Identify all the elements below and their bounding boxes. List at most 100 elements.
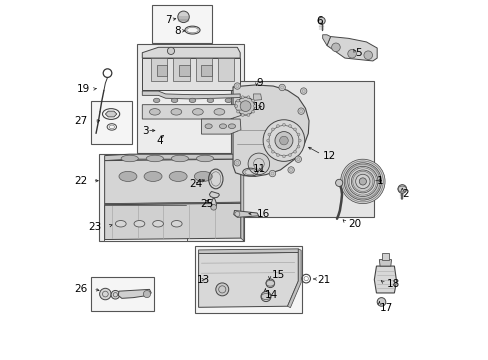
- Circle shape: [267, 145, 270, 148]
- Text: 22: 22: [74, 176, 87, 186]
- Text: 8: 8: [174, 26, 181, 36]
- Polygon shape: [118, 289, 151, 298]
- Ellipse shape: [149, 109, 160, 115]
- Circle shape: [167, 47, 174, 54]
- Text: 25: 25: [200, 199, 213, 210]
- Circle shape: [359, 178, 366, 185]
- Ellipse shape: [171, 221, 182, 227]
- Circle shape: [143, 291, 150, 298]
- Circle shape: [300, 88, 306, 94]
- Circle shape: [282, 155, 285, 158]
- Circle shape: [247, 153, 269, 175]
- Ellipse shape: [119, 171, 137, 181]
- Bar: [195, 246, 301, 314]
- Ellipse shape: [146, 155, 163, 162]
- Circle shape: [297, 145, 299, 148]
- Ellipse shape: [144, 171, 162, 181]
- Polygon shape: [104, 202, 241, 205]
- Polygon shape: [104, 154, 241, 161]
- Circle shape: [271, 150, 274, 153]
- Text: 14: 14: [265, 291, 278, 301]
- Polygon shape: [218, 58, 234, 81]
- Circle shape: [288, 125, 291, 127]
- Text: 18: 18: [386, 279, 400, 289]
- Text: 9: 9: [256, 78, 263, 88]
- Circle shape: [376, 298, 385, 306]
- Text: 4: 4: [156, 136, 163, 145]
- Circle shape: [279, 136, 287, 145]
- Circle shape: [297, 108, 304, 114]
- Polygon shape: [382, 253, 388, 260]
- Circle shape: [397, 185, 406, 193]
- Circle shape: [266, 139, 269, 142]
- Circle shape: [234, 105, 237, 108]
- Ellipse shape: [219, 124, 226, 129]
- Text: 24: 24: [189, 179, 202, 189]
- Polygon shape: [253, 94, 261, 100]
- Circle shape: [234, 83, 240, 89]
- Bar: [156, 65, 167, 76]
- Ellipse shape: [207, 98, 213, 103]
- Ellipse shape: [121, 155, 138, 162]
- Polygon shape: [142, 47, 240, 58]
- Ellipse shape: [115, 221, 126, 227]
- Polygon shape: [198, 249, 298, 253]
- Polygon shape: [287, 249, 301, 308]
- Ellipse shape: [224, 98, 231, 103]
- Text: 13: 13: [196, 275, 210, 285]
- Circle shape: [335, 179, 342, 186]
- Circle shape: [317, 17, 325, 24]
- Text: 1: 1: [376, 176, 382, 186]
- Circle shape: [263, 120, 304, 161]
- Circle shape: [278, 84, 285, 91]
- Circle shape: [251, 99, 254, 102]
- Bar: [152, 5, 211, 43]
- Ellipse shape: [134, 221, 144, 227]
- Ellipse shape: [171, 109, 182, 115]
- Circle shape: [210, 204, 216, 210]
- Circle shape: [253, 105, 256, 108]
- Circle shape: [288, 154, 291, 157]
- Circle shape: [298, 139, 301, 142]
- Text: 23: 23: [88, 222, 102, 232]
- Bar: [137, 44, 244, 153]
- Text: 12: 12: [322, 150, 335, 161]
- Circle shape: [344, 163, 381, 200]
- Text: 11: 11: [253, 164, 266, 174]
- Bar: [104, 205, 187, 241]
- Circle shape: [282, 123, 285, 126]
- Circle shape: [178, 11, 189, 23]
- Circle shape: [236, 110, 239, 113]
- Circle shape: [251, 110, 254, 113]
- Circle shape: [294, 156, 301, 162]
- Polygon shape: [233, 211, 258, 217]
- Ellipse shape: [153, 98, 160, 103]
- Circle shape: [276, 125, 279, 127]
- Polygon shape: [233, 85, 308, 176]
- Bar: [230, 81, 373, 217]
- Circle shape: [293, 128, 296, 131]
- Ellipse shape: [192, 109, 203, 115]
- Bar: [179, 65, 189, 76]
- Polygon shape: [142, 58, 240, 90]
- Circle shape: [240, 101, 250, 112]
- Ellipse shape: [171, 98, 178, 103]
- Ellipse shape: [196, 155, 213, 162]
- Ellipse shape: [189, 98, 195, 103]
- Ellipse shape: [214, 109, 224, 115]
- Circle shape: [261, 292, 270, 302]
- Circle shape: [276, 154, 279, 157]
- Circle shape: [234, 159, 240, 166]
- Polygon shape: [173, 58, 189, 81]
- Circle shape: [287, 167, 294, 173]
- Polygon shape: [209, 192, 219, 198]
- Polygon shape: [151, 58, 167, 81]
- Circle shape: [269, 170, 275, 177]
- Circle shape: [236, 97, 254, 115]
- Circle shape: [340, 159, 384, 204]
- Text: 26: 26: [74, 284, 87, 294]
- Text: 19: 19: [76, 84, 89, 94]
- Text: 5: 5: [355, 48, 362, 58]
- Circle shape: [236, 99, 239, 102]
- Bar: [201, 65, 211, 76]
